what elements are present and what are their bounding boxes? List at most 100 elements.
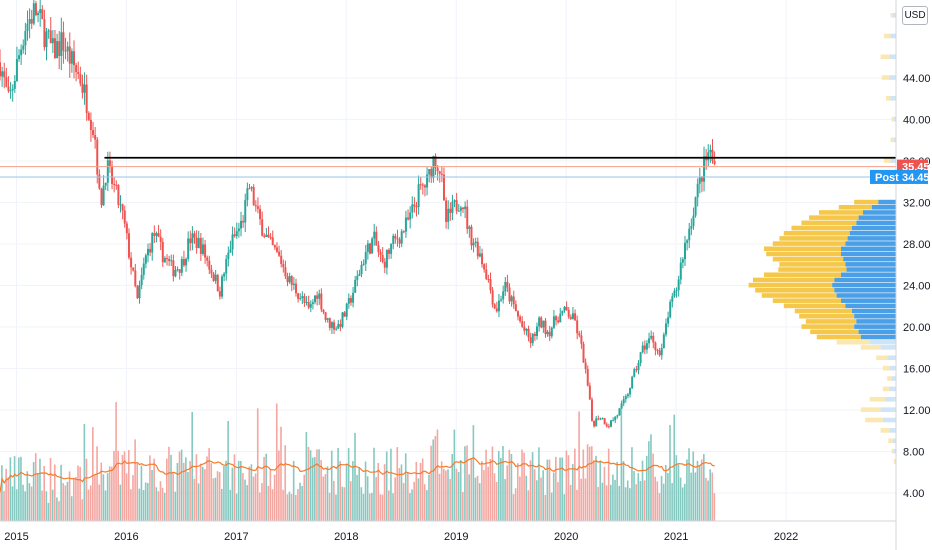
candle-body — [588, 385, 591, 400]
candle-body — [43, 19, 46, 48]
volume-bar — [30, 486, 33, 521]
volume-profile-down-bar — [846, 267, 896, 272]
volume-bar — [356, 474, 358, 521]
candle-body — [552, 316, 555, 328]
candle-body — [466, 206, 469, 229]
volume-bar — [0, 492, 1, 521]
candle-body — [263, 235, 266, 237]
grid — [0, 0, 896, 521]
candle-body — [242, 220, 245, 223]
candle-body — [309, 304, 312, 308]
volume-bar — [394, 477, 396, 521]
volume-bar — [149, 455, 151, 521]
candle-body — [98, 174, 101, 189]
volume-bar — [698, 465, 701, 521]
candle-body — [343, 312, 346, 317]
volume-bar — [53, 464, 56, 521]
volume-bar — [555, 456, 557, 521]
volume-bar — [284, 445, 287, 521]
candle-body — [641, 345, 644, 353]
volume-profile-down-bar — [882, 417, 896, 423]
candle-body — [629, 388, 632, 395]
candle-body — [100, 188, 103, 206]
volume-bar — [593, 460, 595, 521]
volume-bar — [485, 449, 487, 521]
candle-body — [474, 241, 477, 244]
candle-body — [176, 269, 179, 271]
candle-body — [677, 279, 680, 291]
candle-body — [271, 237, 274, 246]
volume-profile-up-bar — [880, 428, 890, 433]
volume-bar — [586, 444, 589, 521]
candle-body — [60, 32, 63, 56]
volume-bar — [240, 461, 242, 521]
volume-bar — [79, 466, 81, 521]
volume-bar — [341, 486, 344, 521]
volume-bar — [580, 478, 583, 521]
candle-body — [688, 228, 691, 241]
candle-body — [138, 284, 141, 299]
volume-bar — [607, 448, 610, 521]
volume-bar — [256, 408, 259, 521]
volume-profile-down-bar — [858, 215, 896, 220]
volume-bar — [172, 473, 174, 521]
candle-body — [430, 168, 433, 178]
volume-bar — [102, 474, 105, 521]
volume-profile-down-bar — [834, 277, 896, 283]
volume-bar — [430, 445, 432, 521]
volume-profile-up-bar — [882, 386, 890, 392]
volume-bar — [603, 466, 606, 521]
volume-bar — [438, 473, 441, 521]
candle-body — [278, 251, 281, 256]
candle-body — [404, 217, 407, 232]
candle-body — [125, 223, 128, 234]
candle-body — [489, 279, 492, 291]
volume-bar — [83, 423, 86, 521]
volume-profile-down-bar — [892, 438, 896, 444]
candle-body — [330, 322, 333, 328]
candle-body — [259, 208, 262, 220]
volume-bar — [409, 493, 411, 521]
candle-body — [667, 317, 670, 324]
currency-button[interactable]: USD — [902, 6, 928, 25]
volume-bar — [396, 447, 399, 521]
volume-bar — [379, 494, 382, 521]
time-axis[interactable]: 2015 2016 2017 2018 2019 2020 2021 2022 — [4, 531, 798, 543]
candle-body — [151, 233, 154, 253]
volume-bar — [87, 489, 90, 521]
candle-body — [637, 363, 640, 371]
volume-bar — [7, 477, 10, 521]
candle-body — [87, 112, 90, 120]
volume-bar — [125, 473, 128, 521]
volume-bar — [453, 429, 456, 521]
volume-profile-up-bar — [887, 376, 892, 381]
volume-profile-up-bar — [783, 303, 846, 309]
volume-bar — [707, 480, 709, 521]
volume-profile-down-bar — [841, 298, 896, 303]
volume-bar — [250, 464, 253, 521]
candlesticks — [0, 0, 716, 429]
volume-bar — [493, 473, 496, 521]
volume-bar — [305, 432, 308, 521]
candle-body — [252, 187, 255, 206]
volume-bar — [187, 472, 189, 521]
volume-bar — [407, 472, 409, 521]
volume-bar — [434, 435, 437, 521]
candle-body — [525, 328, 528, 331]
candle-body — [362, 263, 365, 265]
volume-profile-up-bar — [755, 288, 835, 293]
volume-bar — [362, 493, 365, 521]
volume-bar — [246, 485, 248, 521]
volume-bar — [576, 489, 578, 521]
candle-body — [426, 174, 429, 188]
candle-body — [415, 206, 418, 208]
candle-body — [223, 273, 226, 277]
volume-bar — [567, 455, 570, 521]
candle-body — [102, 185, 105, 206]
volume-bar — [648, 441, 650, 521]
volume-profile-down-bar — [845, 303, 896, 309]
volume-profile-down-bar — [847, 236, 896, 241]
candle-body — [41, 9, 44, 20]
volume-bar — [360, 487, 363, 521]
